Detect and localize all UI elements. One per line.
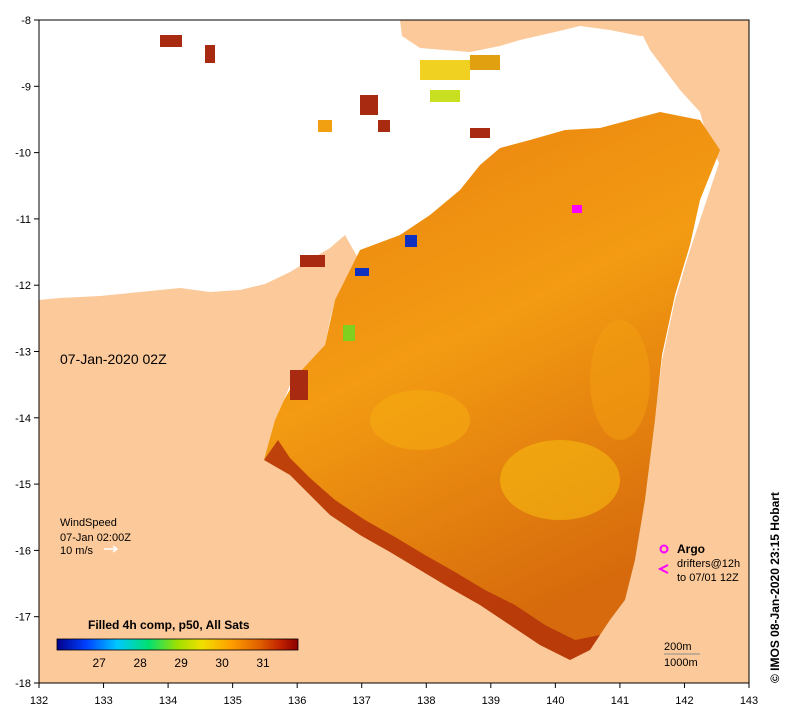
sst-cool-patch [590,320,650,440]
colorbar-tick-label: 29 [174,656,188,670]
depth-contour-200m: 200m [664,641,692,653]
y-tick-label: -8 [21,15,31,27]
drifter-marker-icon [657,564,669,574]
x-axis: 132 133 134 135 136 137 138 139 140 141 142 143 [30,683,758,707]
y-tick-label: -14 [15,413,31,425]
sst-scattered-patches [160,35,582,400]
x-tick-label: 136 [288,695,306,707]
land-cape-york [640,20,749,190]
sst-warm-coastal-band [264,440,600,660]
wind-scale-arrowhead-icon [112,545,119,553]
sst-field-gulf [264,112,720,660]
sst-cool-patch [370,390,470,450]
x-tick-label: 133 [94,695,112,707]
y-axis: -8 -9 -10 -11 -12 -13 -14 -15 -16 -17 -18 [15,15,39,690]
x-tick-label: 138 [417,695,435,707]
timestamp-label: 07-Jan-2020 02Z [60,351,167,367]
colorbar-tick-label: 27 [92,656,106,670]
drifters-label: drifters@12h [677,558,740,570]
y-tick-label: -15 [15,479,31,491]
drifters-range: to 07/01 12Z [677,572,739,584]
sst-cool-patch [500,440,620,520]
colorbar-tick-label: 31 [256,656,270,670]
land-new-guinea [400,20,749,52]
y-tick-label: -10 [15,148,31,160]
x-tick-label: 132 [30,695,48,707]
x-tick-label: 143 [740,695,758,707]
y-tick-label: -16 [15,545,31,557]
x-tick-label: 137 [353,695,371,707]
colorbar-title: Filled 4h comp, p50, All Sats [88,618,250,632]
y-tick-label: -11 [16,214,31,226]
credit-text: © IMOS 08-Jan-2020 23:15 Hobart [768,492,782,683]
x-tick-label: 134 [159,695,177,707]
x-tick-label: 142 [675,695,693,707]
depth-contour-1000m: 1000m [664,657,698,669]
y-tick-label: -12 [15,280,31,292]
y-tick-label: -13 [15,347,31,359]
y-tick-label: -18 [15,678,31,690]
x-tick-label: 135 [223,695,241,707]
wind-legend-time: 07-Jan 02:00Z [60,532,131,544]
x-tick-label: 140 [546,695,564,707]
colorbar-tick-label: 30 [215,656,229,670]
argo-legend: Argo drifters@12h to 07/01 12Z [657,542,740,584]
x-tick-label: 139 [482,695,500,707]
wind-legend-scale: 10 m/s [60,545,94,557]
x-tick-label: 141 [611,695,629,707]
y-tick-label: -17 [15,612,31,624]
wind-legend-title: WindSpeed [60,517,117,529]
land-northern-territory [39,130,749,683]
colorbar-tick-label: 28 [133,656,147,670]
y-tick-label: -9 [21,81,31,93]
colorbar: Filled 4h comp, p50, All Sats 27 28 29 30 31 [56,618,299,670]
depth-legend: 200m 1000m [664,641,700,669]
wind-legend: WindSpeed 07-Jan 02:00Z 10 m/s [60,517,131,557]
argo-label: Argo [677,542,705,556]
argo-marker-icon [659,544,669,554]
colorbar-gradient [56,638,299,651]
